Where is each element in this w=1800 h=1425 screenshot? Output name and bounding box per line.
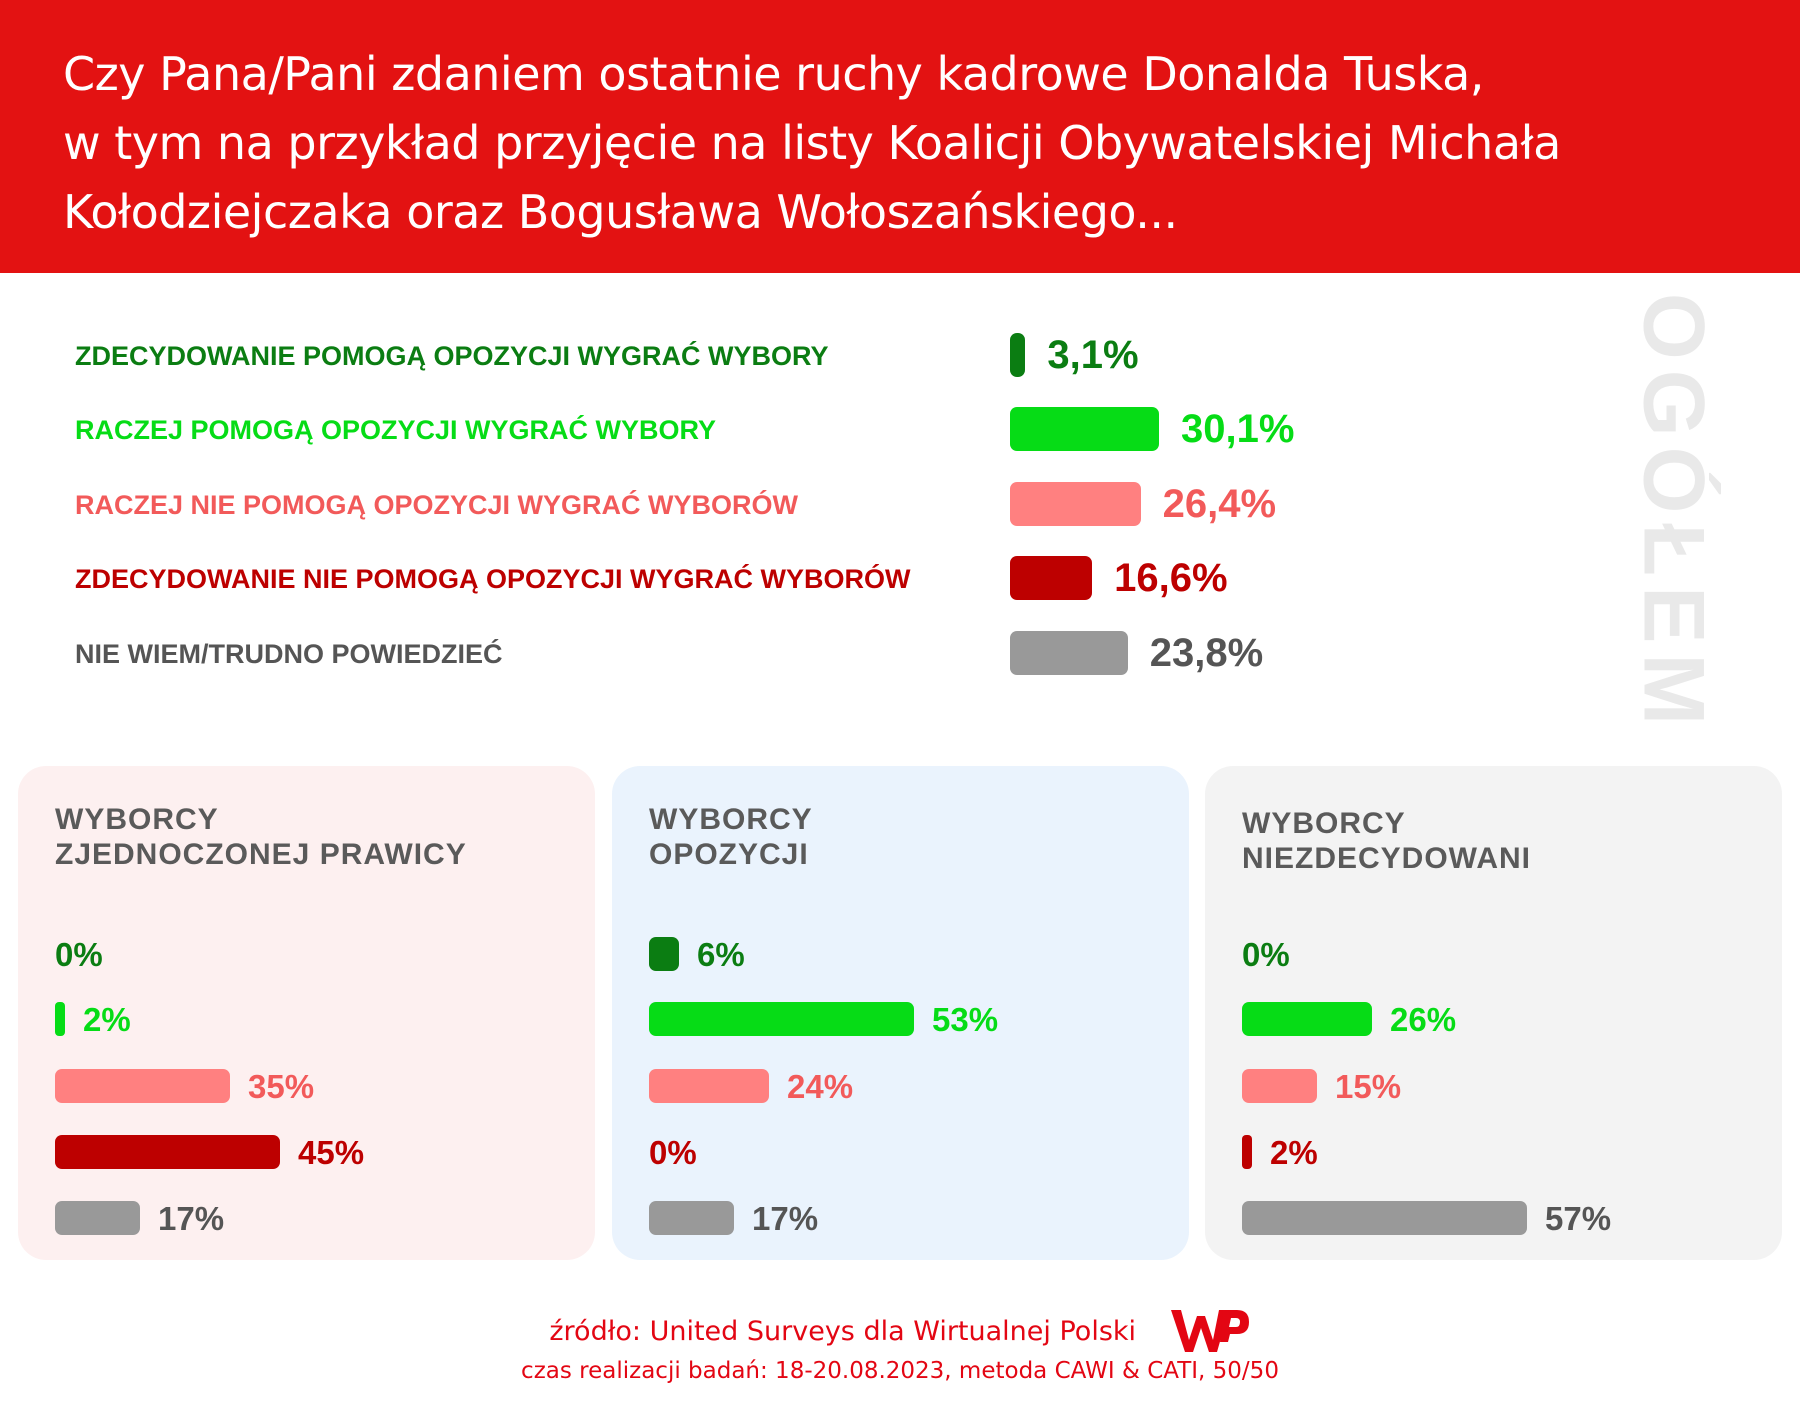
value-label: 0% [649,1134,697,1171]
panel-row-dont-know: 17% [55,1200,575,1237]
panel-title-line: OPOZYCJI [649,838,809,871]
value-label: 53% [932,1001,999,1038]
panel-row-definitely-help: 0% [1242,936,1762,973]
overall-section-label: OGÓŁEM [1625,292,1722,736]
title-line: Czy Pana/Pani zdaniem ostatnie ruchy kad… [63,47,1484,101]
panel-title-line: NIEZDECYDOWANI [1242,842,1532,875]
panel-row-definitely-not-help: 2% [1242,1134,1762,1171]
panel-row-definitely-not-help: 45% [55,1134,575,1171]
panel-right-wing-voters: WYBORCY ZJEDNOCZONEJ PRAWICY 0% 2% 35% 45% 1… [18,766,595,1260]
bar [1010,482,1141,526]
overall-row-definitely-not-help: ZDECYDOWANIE NIE POMOGĄ OPOZYCJI WYGRAĆ … [75,556,1375,600]
title-line: Kołodziejczaka oraz Bogusława Wołoszańsk… [63,185,1178,239]
value-label: 17% [752,1200,819,1237]
panel-opposition-voters: WYBORCY OPOZYCJI 6% 53% 24% 0% 17% [612,766,1189,1260]
value-label: 24% [787,1068,854,1105]
bar [649,937,679,971]
bar [1010,631,1128,675]
value-label: 0% [55,936,103,973]
category-label: ZDECYDOWANIE NIE POMOGĄ OPOZYCJI WYGRAĆ … [75,564,911,594]
category-label: RACZEJ POMOGĄ OPOZYCJI WYGRAĆ WYBORY [75,415,717,445]
panel-title: WYBORCY ZJEDNOCZONEJ PRAWICY [55,802,467,872]
bar [649,1201,734,1235]
bar [1242,1201,1527,1235]
panel-row-definitely-not-help: 0% [649,1134,1169,1171]
panel-row-definitely-help: 0% [55,936,575,973]
category-label: NIE WIEM/TRUDNO POWIEDZIEĆ [75,639,503,669]
value-label: 23,8% [1149,631,1264,675]
header-banner: Czy Pana/Pani zdaniem ostatnie ruchy kad… [0,0,1800,273]
source-line: źródło: United Surveys dla Wirtualnej Po… [0,1306,1800,1356]
title-line: w tym na przykład przyjęcie na listy Koa… [63,116,1561,170]
panel-title: WYBORCY NIEZDECYDOWANI [1242,806,1531,876]
panel-row-rather-not-help: 24% [649,1068,1169,1105]
bar [1010,407,1159,451]
value-label: 30,1% [1180,407,1295,451]
method-line: czas realizacji badań: 18-20.08.2023, me… [521,1358,1279,1384]
panel-row-rather-not-help: 35% [55,1068,575,1105]
bar [649,1002,914,1036]
value-label: 26% [1390,1001,1457,1038]
question-title: Czy Pana/Pani zdaniem ostatnie ruchy kad… [63,40,1763,247]
bar [1242,1069,1317,1103]
panel-row-rather-help: 2% [55,1001,575,1038]
panel-title-line: WYBORCY [55,803,219,836]
value-label: 57% [1545,1200,1612,1237]
value-label: 35% [248,1068,315,1105]
panel-row-dont-know: 57% [1242,1200,1762,1237]
panel-title-line: WYBORCY [1242,807,1406,840]
category-label: ZDECYDOWANIE POMOGĄ OPOZYCJI WYGRAĆ WYBO… [75,341,829,371]
bar [1242,1002,1372,1036]
bar [55,1201,140,1235]
bar [1010,556,1093,600]
value-label: 2% [83,1001,131,1038]
value-label: 17% [158,1200,225,1237]
value-label: 16,6% [1114,556,1228,600]
overall-row-rather-help: RACZEJ POMOGĄ OPOZYCJI WYGRAĆ WYBORY 30,1… [75,407,1375,451]
panel-row-dont-know: 17% [649,1200,1169,1237]
value-label: 0% [1242,936,1290,973]
panel-title-line: WYBORCY [649,803,813,836]
panel-row-rather-help: 53% [649,1001,1169,1038]
value-label: 45% [298,1134,365,1171]
bar [55,1069,230,1103]
overall-row-dont-know: NIE WIEM/TRUDNO POWIEDZIEĆ 23,8% [75,631,1375,675]
value-label: 3,1% [1047,333,1139,377]
panel-title: WYBORCY OPOZYCJI [649,802,813,872]
bar [649,1069,769,1103]
value-label: 15% [1335,1068,1402,1105]
wp-logo-icon [1170,1310,1249,1352]
panel-row-rather-not-help: 15% [1242,1068,1762,1105]
panel-row-definitely-help: 6% [649,936,1169,973]
value-label: 2% [1270,1134,1318,1171]
source-text: źródło: United Surveys dla Wirtualnej Po… [549,1315,1137,1347]
bar [55,1135,280,1169]
bar [1010,333,1026,377]
value-label: 6% [697,936,745,973]
panel-title-line: ZJEDNOCZONEJ PRAWICY [55,838,467,871]
bar [1242,1135,1252,1169]
bar [55,1002,65,1036]
panel-row-rather-help: 26% [1242,1001,1762,1038]
overall-row-rather-not-help: RACZEJ NIE POMOGĄ OPOZYCJI WYGRAĆ WYBORÓ… [75,482,1375,526]
category-label: RACZEJ NIE POMOGĄ OPOZYCJI WYGRAĆ WYBORÓ… [75,490,799,520]
value-label: 26,4% [1162,482,1277,526]
panel-undecided-voters: WYBORCY NIEZDECYDOWANI 0% 26% 15% 2% 57% [1205,766,1782,1260]
overall-row-definitely-help: ZDECYDOWANIE POMOGĄ OPOZYCJI WYGRAĆ WYBO… [75,333,1375,377]
